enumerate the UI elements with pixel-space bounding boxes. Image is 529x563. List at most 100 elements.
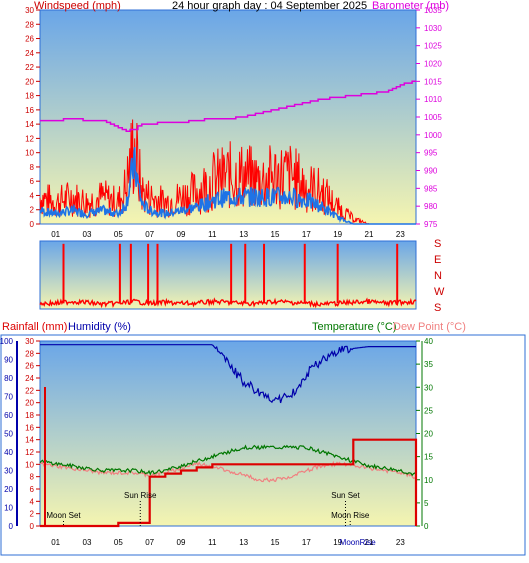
barometer-axis-label: Barometer (mb) bbox=[372, 0, 449, 12]
windspeed-tick-label: 20 bbox=[25, 77, 34, 86]
windspeed-tick-label: 12 bbox=[25, 134, 34, 143]
humidity-tick-label: 70 bbox=[4, 393, 13, 402]
rainfall-tick-label: 4 bbox=[30, 497, 35, 506]
wind-average-line bbox=[39, 147, 416, 225]
panel3-outer-box bbox=[0, 334, 526, 556]
rainfall-tick-label: 6 bbox=[30, 485, 35, 494]
barometer-line bbox=[40, 80, 416, 133]
rainfall-line bbox=[40, 438, 418, 528]
hour-tick-label: 05 bbox=[114, 230, 123, 239]
hour-tick-label: 19 bbox=[333, 538, 342, 547]
barometer-tick-label: 1025 bbox=[424, 42, 442, 51]
direction-label: W bbox=[434, 286, 445, 298]
hour-tick-label: 13 bbox=[239, 538, 248, 547]
windspeed-tick-label: 10 bbox=[25, 149, 34, 158]
barometer-tick-label: 995 bbox=[424, 149, 438, 158]
barometer-tick-label: 1010 bbox=[424, 95, 442, 104]
panel3-plot-area bbox=[39, 340, 417, 527]
hour-tick-label: 19 bbox=[333, 230, 342, 239]
hour-tick-label: 01 bbox=[51, 230, 60, 239]
direction-label: N bbox=[434, 270, 442, 282]
temperature-tick-label: 10 bbox=[424, 476, 433, 485]
hour-tick-label: 07 bbox=[145, 230, 154, 239]
barometer-tick-label: 1000 bbox=[424, 131, 442, 140]
rainfall-tick-label: 20 bbox=[25, 399, 34, 408]
hour-tick-label: 03 bbox=[83, 538, 92, 547]
windspeed-tick-label: 6 bbox=[30, 177, 35, 186]
hour-tick-label: 01 bbox=[51, 538, 60, 547]
humidity-tick-label: 80 bbox=[4, 374, 13, 383]
windspeed-tick-label: 18 bbox=[25, 92, 34, 101]
barometer-tick-label: 980 bbox=[424, 202, 438, 211]
humidity-tick-label: 60 bbox=[4, 411, 13, 420]
wind-direction-line bbox=[39, 297, 417, 309]
humidity-tick-label: 90 bbox=[4, 356, 13, 365]
humidity-tick-label: 100 bbox=[0, 337, 14, 346]
rainfall-tick-label: 0 bbox=[30, 522, 35, 531]
windspeed-tick-label: 14 bbox=[25, 120, 34, 129]
windspeed-tick-label: 0 bbox=[30, 220, 35, 229]
hour-tick-label: 23 bbox=[396, 538, 405, 547]
direction-label: E bbox=[434, 254, 441, 266]
panel2-series bbox=[39, 243, 417, 309]
humidity-tick-label: 20 bbox=[4, 485, 13, 494]
chart-title: 24 hour graph day : 04 September 2025 bbox=[172, 0, 367, 12]
barometer-ticks: 975 980 985 990 995 1000 1005 1010 1015 1020 1025 1… bbox=[416, 6, 442, 229]
rainfall-tick-label: 2 bbox=[30, 510, 35, 519]
hour-tick-label: 21 bbox=[365, 538, 374, 547]
hour-tick-label: 13 bbox=[239, 230, 248, 239]
windspeed-tick-label: 26 bbox=[25, 35, 34, 44]
panel2-plot-area bbox=[39, 240, 417, 310]
barometer-tick-label: 1030 bbox=[424, 24, 442, 33]
hour-tick-label: 09 bbox=[177, 538, 186, 547]
panel3-ticks: 0102030405060708090100024681012141618202… bbox=[0, 337, 433, 547]
barometer-tick-label: 1005 bbox=[424, 113, 442, 122]
windspeed-tick-label: 28 bbox=[25, 20, 34, 29]
barometer-tick-label: 1035 bbox=[424, 6, 442, 15]
panel1-x-ticks: 01 03 05 07 09 11 13 15 17 19 21 23 bbox=[51, 230, 405, 239]
hour-tick-label: 23 bbox=[396, 230, 405, 239]
rainfall-tick-label: 16 bbox=[25, 423, 34, 432]
temperature-tick-label: 25 bbox=[424, 406, 433, 415]
temperature-tick-label: 20 bbox=[424, 430, 433, 439]
rainfall-tick-label: 8 bbox=[30, 473, 35, 482]
hour-tick-label: 03 bbox=[83, 230, 92, 239]
astro-annotation: Sun Set bbox=[331, 491, 360, 500]
windspeed-tick-label: 22 bbox=[25, 63, 34, 72]
direction-label: S bbox=[434, 238, 441, 250]
hour-tick-label: 17 bbox=[302, 538, 311, 547]
temperature-tick-label: 30 bbox=[424, 383, 433, 392]
hour-tick-label: 09 bbox=[177, 230, 186, 239]
rainfall-tick-label: 10 bbox=[25, 460, 34, 469]
hour-tick-label: 11 bbox=[208, 538, 217, 547]
hour-tick-label: 07 bbox=[145, 538, 154, 547]
rainfall-tick-label: 28 bbox=[25, 349, 34, 358]
humidity-tick-label: 30 bbox=[4, 467, 13, 476]
windspeed-tick-label: 2 bbox=[30, 206, 35, 215]
windspeed-tick-label: 24 bbox=[25, 49, 34, 58]
temperature-tick-label: 0 bbox=[424, 522, 429, 531]
temperature-tick-label: 5 bbox=[424, 499, 429, 508]
hour-tick-label: 15 bbox=[271, 230, 280, 239]
rainfall-tick-label: 12 bbox=[25, 448, 34, 457]
windspeed-axis-label: Windspeed (mph) bbox=[34, 0, 121, 12]
humidity-tick-label: 50 bbox=[4, 430, 13, 439]
astro-annotation: Sun Rise bbox=[124, 491, 157, 500]
astro-annotation: Moon Set bbox=[46, 511, 81, 520]
humidity-tick-label: 10 bbox=[4, 504, 13, 513]
hour-tick-label: 17 bbox=[302, 230, 311, 239]
panel3-series: Moon Set Sun Rise Sun Set Moon Rise MoonRise bbox=[39, 344, 418, 547]
barometer-tick-label: 985 bbox=[424, 184, 438, 193]
windspeed-tick-label: 8 bbox=[30, 163, 35, 172]
barometer-tick-label: 990 bbox=[424, 167, 438, 176]
rainfall-axis-label: Rainfall (mm) bbox=[2, 321, 67, 333]
rainfall-tick-label: 24 bbox=[25, 374, 34, 383]
hour-tick-label: 05 bbox=[114, 538, 123, 547]
rainfall-tick-label: 30 bbox=[25, 337, 34, 346]
rainfall-tick-label: 26 bbox=[25, 362, 34, 371]
windspeed-tick-label: 4 bbox=[30, 191, 35, 200]
dewpoint-axis-label: Dew Point (°C) bbox=[393, 321, 466, 333]
